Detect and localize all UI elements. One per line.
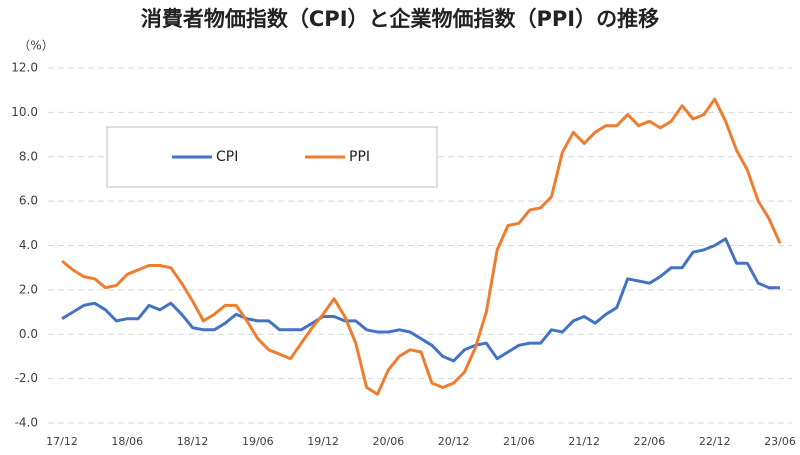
- y-tick-label: -2.0: [15, 371, 38, 385]
- legend-label: PPI: [349, 149, 370, 165]
- x-tick-label: 19/12: [307, 435, 339, 448]
- x-tick-label: 21/06: [503, 435, 535, 448]
- x-tick-label: 17/12: [46, 435, 78, 448]
- y-tick-label: 4.0: [19, 238, 38, 252]
- y-tick-label: 8.0: [19, 149, 38, 163]
- y-tick-label: 10.0: [11, 105, 38, 119]
- x-tick-label: 20/12: [438, 435, 470, 448]
- x-tick-label: 20/06: [373, 435, 405, 448]
- x-tick-label: 19/06: [242, 435, 274, 448]
- x-tick-label: 23/06: [764, 435, 796, 448]
- y-tick-label: -4.0: [15, 416, 38, 430]
- legend-label: CPI: [216, 149, 238, 165]
- y-tick-label: 2.0: [19, 282, 38, 296]
- series-line: [61, 97, 782, 396]
- series-line: [61, 237, 780, 363]
- legend-box: [106, 126, 438, 188]
- y-axis-label: （%）: [18, 39, 53, 53]
- y-tick-label: 6.0: [19, 194, 38, 208]
- x-tick-label: 18/06: [111, 435, 143, 448]
- x-tick-label: 18/12: [177, 435, 209, 448]
- chart-title: 消費者物価指数（CPI）と企業物価指数（PPI）の推移: [141, 7, 659, 31]
- x-tick-label: 21/12: [568, 435, 600, 448]
- y-tick-label: 0.0: [19, 327, 38, 341]
- x-tick-label: 22/12: [699, 435, 731, 448]
- x-tick-label: 22/06: [634, 435, 666, 448]
- y-tick-label: 12.0: [11, 61, 38, 75]
